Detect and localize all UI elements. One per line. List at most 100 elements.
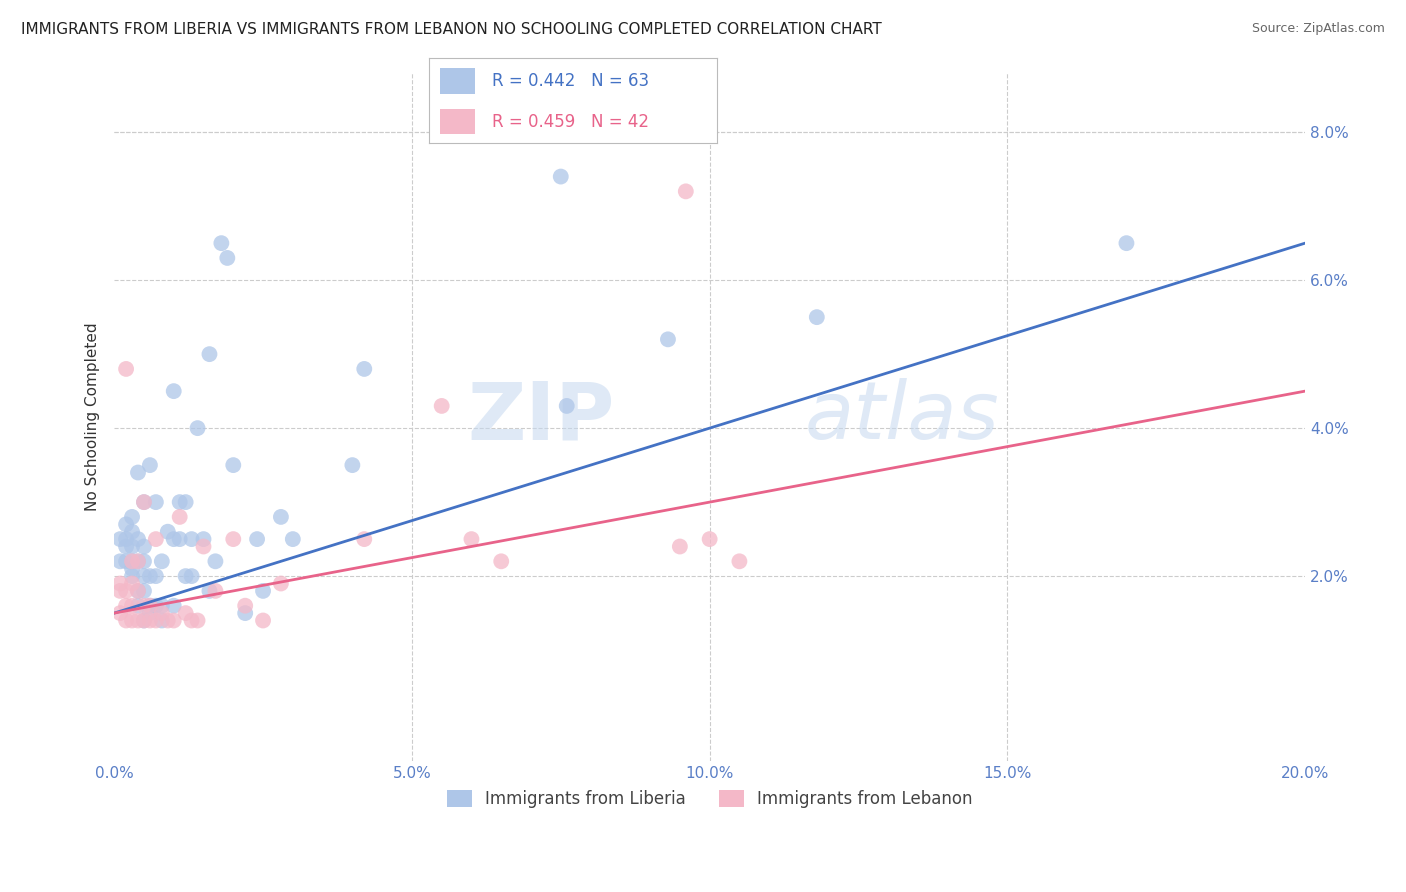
Point — [187, 421, 209, 435]
Point — [127, 554, 149, 568]
Point — [108, 576, 131, 591]
Point — [108, 554, 131, 568]
Point — [127, 554, 149, 568]
Point — [139, 599, 162, 613]
Point — [169, 510, 191, 524]
Point — [121, 576, 143, 591]
Text: IMMIGRANTS FROM LIBERIA VS IMMIGRANTS FROM LEBANON NO SCHOOLING COMPLETED CORREL: IMMIGRANTS FROM LIBERIA VS IMMIGRANTS FR… — [21, 22, 882, 37]
Point — [669, 540, 692, 554]
Point — [150, 614, 173, 628]
Point — [121, 554, 143, 568]
Point — [156, 524, 179, 539]
Point — [281, 532, 304, 546]
Point — [233, 599, 256, 613]
Point — [139, 599, 162, 613]
Point — [121, 614, 143, 628]
Point — [728, 554, 751, 568]
Point — [353, 362, 375, 376]
Point — [132, 583, 155, 598]
Point — [115, 554, 138, 568]
Point — [174, 606, 197, 620]
Point — [174, 569, 197, 583]
Point — [127, 599, 149, 613]
Point — [121, 524, 143, 539]
Point — [353, 532, 375, 546]
Point — [180, 532, 202, 546]
Point — [132, 614, 155, 628]
Point — [163, 599, 186, 613]
Point — [139, 458, 162, 472]
Point — [204, 554, 226, 568]
Point — [127, 614, 149, 628]
Point — [169, 495, 191, 509]
Point — [121, 510, 143, 524]
Point — [198, 583, 221, 598]
Legend: Immigrants from Liberia, Immigrants from Lebanon: Immigrants from Liberia, Immigrants from… — [440, 783, 980, 814]
Point — [115, 583, 138, 598]
Point — [121, 599, 143, 613]
Point — [555, 399, 578, 413]
Point — [550, 169, 572, 184]
Text: R = 0.442   N = 63: R = 0.442 N = 63 — [492, 72, 650, 90]
Point — [121, 540, 143, 554]
Point — [127, 532, 149, 546]
Y-axis label: No Schooling Completed: No Schooling Completed — [86, 323, 100, 511]
Point — [127, 466, 149, 480]
FancyBboxPatch shape — [440, 68, 475, 94]
Point — [222, 532, 245, 546]
Point — [1115, 236, 1137, 251]
Point — [132, 569, 155, 583]
Point — [204, 583, 226, 598]
Point — [209, 236, 232, 251]
Point — [115, 362, 138, 376]
Point — [121, 569, 143, 583]
Point — [163, 614, 186, 628]
Point — [657, 332, 679, 346]
Point — [115, 614, 138, 628]
Text: ZIP: ZIP — [467, 378, 614, 456]
Point — [163, 532, 186, 546]
Point — [132, 495, 155, 509]
Point — [145, 599, 167, 613]
Point — [270, 576, 292, 591]
Point — [121, 554, 143, 568]
Point — [699, 532, 721, 546]
Point — [108, 583, 131, 598]
Point — [169, 532, 191, 546]
Point — [806, 310, 828, 325]
Point — [193, 532, 215, 546]
Point — [108, 606, 131, 620]
Point — [127, 583, 149, 598]
Point — [233, 606, 256, 620]
Point — [252, 583, 274, 598]
Point — [489, 554, 512, 568]
Text: atlas: atlas — [804, 378, 1000, 456]
Point — [145, 495, 167, 509]
Point — [115, 532, 138, 546]
Point — [430, 399, 453, 413]
Point — [132, 599, 155, 613]
Point — [145, 569, 167, 583]
Point — [145, 532, 167, 546]
Point — [217, 251, 239, 265]
Point — [139, 606, 162, 620]
Point — [150, 599, 173, 613]
Point — [174, 495, 197, 509]
Point — [132, 495, 155, 509]
Point — [163, 384, 186, 398]
Point — [198, 347, 221, 361]
Point — [145, 614, 167, 628]
FancyBboxPatch shape — [440, 109, 475, 134]
Point — [675, 185, 697, 199]
Point — [127, 583, 149, 598]
Point — [121, 562, 143, 576]
Point — [246, 532, 269, 546]
Point — [180, 569, 202, 583]
Point — [193, 540, 215, 554]
Point — [180, 614, 202, 628]
Point — [187, 614, 209, 628]
Point — [115, 517, 138, 532]
Point — [115, 540, 138, 554]
Text: R = 0.459   N = 42: R = 0.459 N = 42 — [492, 112, 650, 130]
Point — [132, 540, 155, 554]
